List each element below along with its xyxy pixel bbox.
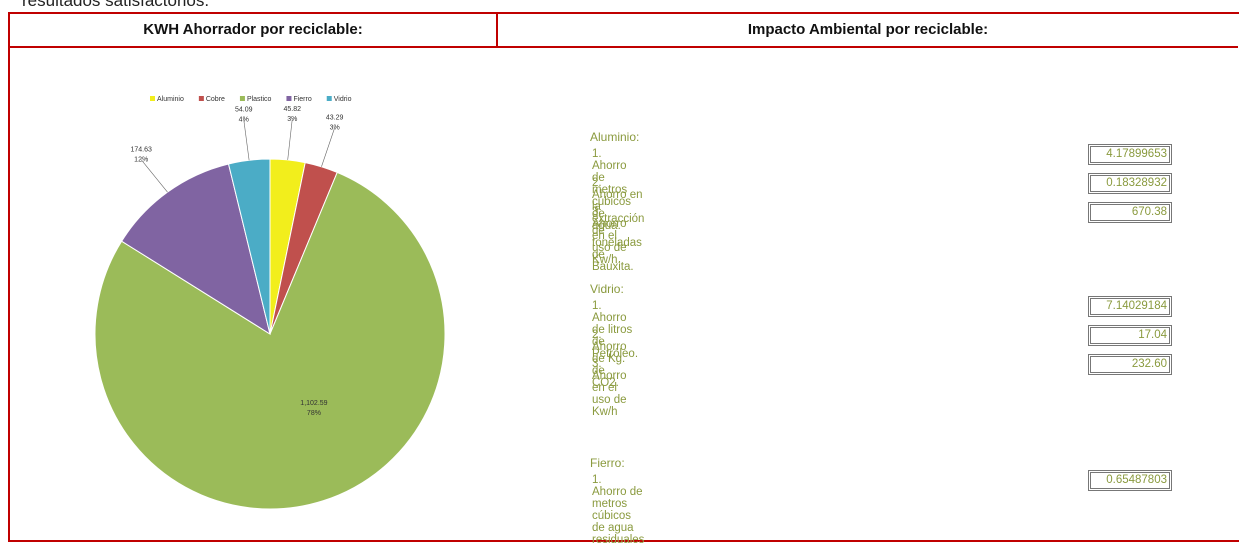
- value-box: 670.38: [1088, 202, 1172, 223]
- item-number: 1.: [592, 474, 602, 486]
- list-item: 2.Ahorro en la extracción de toneladas d…: [592, 177, 644, 273]
- pie-slice: [120, 163, 271, 336]
- item-text: Ahorro en la extracción de toneladas de …: [592, 189, 645, 273]
- page: resultados satisfactorios. KWH Ahorrador…: [8, 0, 1239, 546]
- value-box: 232.60: [1088, 354, 1172, 375]
- header-cell: KWH Ahorrador por reciclable:: [10, 14, 498, 48]
- value-box: 0.18328932: [1088, 173, 1172, 194]
- percent-label: 4%: [239, 117, 249, 124]
- intro-text: resultados satisfactorios.: [22, 0, 210, 10]
- list-item: 3.Ahorro en el uso de Kw/h: [592, 358, 627, 418]
- legend-label: Vidrio: [334, 96, 352, 103]
- item-text: Ahorro de litros de Petróleo.: [592, 312, 639, 360]
- value-box: 17.04: [1088, 325, 1172, 346]
- item-text: Ahorro en el uso de Kw/h: [592, 370, 627, 418]
- legend-swatch: [239, 96, 245, 101]
- section-title: Vidrio:: [590, 282, 624, 296]
- item-number: 2.: [592, 177, 602, 189]
- percent-label: 3%: [287, 116, 297, 123]
- legend-label: Cobre: [206, 96, 225, 103]
- value-box: 7.14029184: [1088, 296, 1172, 317]
- legend-swatch: [198, 96, 204, 101]
- data-label: 45.82: [283, 106, 301, 113]
- section-title: Fierro:: [590, 456, 625, 470]
- leader-line: [243, 119, 250, 161]
- item-number: 3.: [592, 206, 602, 218]
- data-label: 174.63: [130, 147, 152, 154]
- percent-label: 3%: [330, 125, 340, 132]
- value-box: 4.17899653: [1088, 144, 1172, 165]
- legend-swatch: [286, 96, 292, 101]
- percent-label: 78%: [307, 410, 321, 417]
- list-item: 1.Ahorro de metros cúbicos de agua.: [592, 148, 631, 232]
- legend-label: Fierro: [293, 96, 311, 103]
- leader-line: [140, 159, 168, 193]
- pie-slice: [94, 171, 446, 510]
- item-text: Ahorro de metros cúbicos de agua.: [592, 160, 631, 232]
- data-label: 54.09: [235, 107, 253, 114]
- pie-chart: Aluminio Cobre Plastico Fierro Vidrio 45.82 3%…: [94, 96, 446, 510]
- percent-label: 12%: [134, 157, 148, 164]
- legend-swatch: [326, 96, 332, 101]
- item-number: 1.: [592, 300, 602, 312]
- item-number: 3.: [592, 358, 602, 370]
- section-title: Aluminio:: [590, 130, 640, 144]
- data-label: 43.29: [326, 115, 344, 122]
- item-text: Ahorro en el uso de Kw/h.: [592, 218, 627, 266]
- legend-swatch: [150, 96, 155, 101]
- legend-label: Aluminio: [157, 96, 184, 103]
- item-number: 1.: [592, 148, 602, 160]
- list-item: 3.Ahorro en el uso de Kw/h.: [592, 206, 627, 266]
- item-text: Ahorro de Kg. de CO2.: [592, 341, 627, 389]
- legend-label: Plastico: [247, 96, 272, 103]
- item-number: 2.: [592, 329, 602, 341]
- leader-line: [287, 119, 293, 160]
- header-cell: Impacto Ambiental por reciclable:: [498, 14, 1238, 48]
- value-box: 0.65487803: [1088, 470, 1172, 491]
- data-label: 1,102.59: [300, 400, 327, 407]
- leader-line: [321, 127, 335, 167]
- list-item: 1.Ahorro de metros cúbicos de agua resid…: [592, 474, 644, 546]
- item-text: Ahorro de metros cúbicos de agua residua…: [592, 486, 645, 546]
- list-item: 1.Ahorro de litros de Petróleo.: [592, 300, 638, 360]
- list-item: 2.Ahorro de Kg. de CO2.: [592, 329, 627, 389]
